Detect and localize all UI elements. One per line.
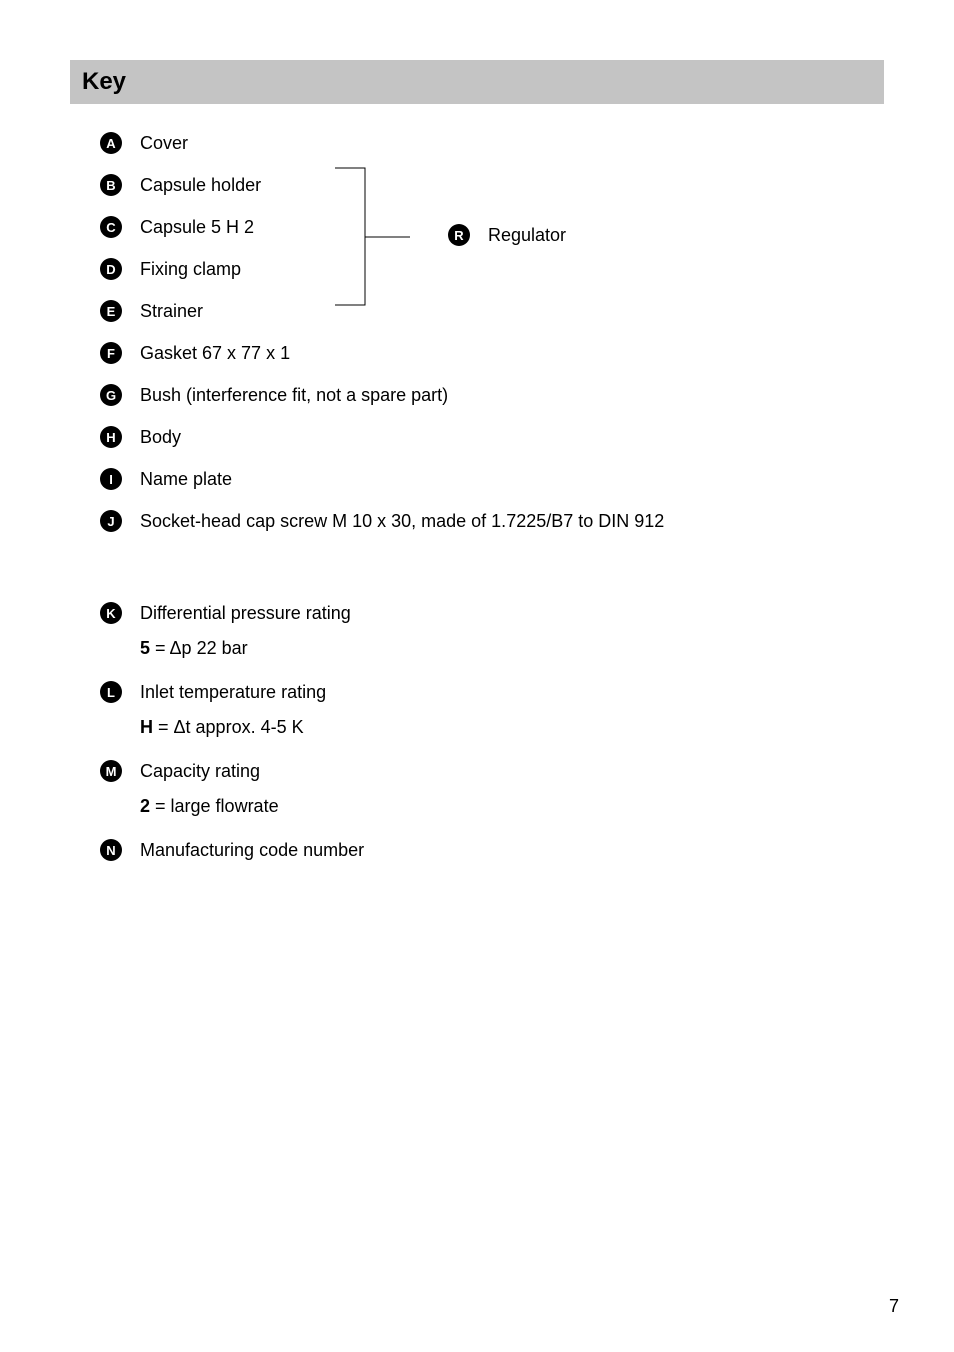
sub-bold: 2 <box>140 796 150 816</box>
list-item: C Capsule 5 H 2 <box>100 216 884 238</box>
item-label: Capsule holder <box>140 175 261 196</box>
letter-badge-b: B <box>100 174 122 196</box>
item-label: Inlet temperature rating <box>140 682 326 703</box>
item-label: Capacity rating <box>140 761 260 782</box>
item-label: Fixing clamp <box>140 259 241 280</box>
item-label: Gasket 67 x 77 x 1 <box>140 343 290 364</box>
list-item: H Body <box>100 426 884 448</box>
parts-list-section: R Regulator A Cover B Capsule holder C C… <box>100 132 884 532</box>
item-label: Capsule 5 H 2 <box>140 217 254 238</box>
sub-text: = Δt approx. 4-5 K <box>153 717 304 737</box>
item-label: Socket-head cap screw M 10 x 30, made of… <box>140 511 664 532</box>
list-item: I Name plate <box>100 468 884 490</box>
letter-badge-g: G <box>100 384 122 406</box>
sub-bold: 5 <box>140 638 150 658</box>
letter-badge-k: K <box>100 602 122 624</box>
list-item: D Fixing clamp <box>100 258 884 280</box>
page: Key R Regulator A Cover B Capsule holder… <box>0 0 954 1352</box>
letter-badge-c: C <box>100 216 122 238</box>
item-label: Body <box>140 427 181 448</box>
sub-line: 5 = Δp 22 bar <box>140 638 884 659</box>
sub-line: 2 = large flowrate <box>140 796 884 817</box>
letter-badge-f: F <box>100 342 122 364</box>
list-item: K Differential pressure rating <box>100 602 884 624</box>
item-label: Cover <box>140 133 188 154</box>
item-label: Name plate <box>140 469 232 490</box>
list-item: L Inlet temperature rating <box>100 681 884 703</box>
list-item: G Bush (interference fit, not a spare pa… <box>100 384 884 406</box>
list-item: E Strainer <box>100 300 884 322</box>
list-item: F Gasket 67 x 77 x 1 <box>100 342 884 364</box>
ratings-section: K Differential pressure rating 5 = Δp 22… <box>100 602 884 861</box>
list-item: M Capacity rating <box>100 760 884 782</box>
item-label: Manufacturing code number <box>140 840 364 861</box>
sub-bold: H <box>140 717 153 737</box>
sub-text: = Δp 22 bar <box>150 638 248 658</box>
letter-badge-e: E <box>100 300 122 322</box>
sub-text: = large flowrate <box>150 796 279 816</box>
item-label: Strainer <box>140 301 203 322</box>
letter-badge-h: H <box>100 426 122 448</box>
letter-badge-n: N <box>100 839 122 861</box>
letter-badge-m: M <box>100 760 122 782</box>
letter-badge-l: L <box>100 681 122 703</box>
list-item: B Capsule holder <box>100 174 884 196</box>
list-item: A Cover <box>100 132 884 154</box>
letter-badge-j: J <box>100 510 122 532</box>
letter-badge-d: D <box>100 258 122 280</box>
item-label: Bush (interference fit, not a spare part… <box>140 385 448 406</box>
header-title: Key <box>82 68 126 95</box>
list-item: J Socket-head cap screw M 10 x 30, made … <box>100 510 884 532</box>
page-number: 7 <box>889 1296 899 1317</box>
item-label: Differential pressure rating <box>140 603 351 624</box>
letter-badge-a: A <box>100 132 122 154</box>
sub-line: H = Δt approx. 4-5 K <box>140 717 884 738</box>
letter-badge-i: I <box>100 468 122 490</box>
header-bar: Key <box>70 60 884 104</box>
list-item: N Manufacturing code number <box>100 839 884 861</box>
